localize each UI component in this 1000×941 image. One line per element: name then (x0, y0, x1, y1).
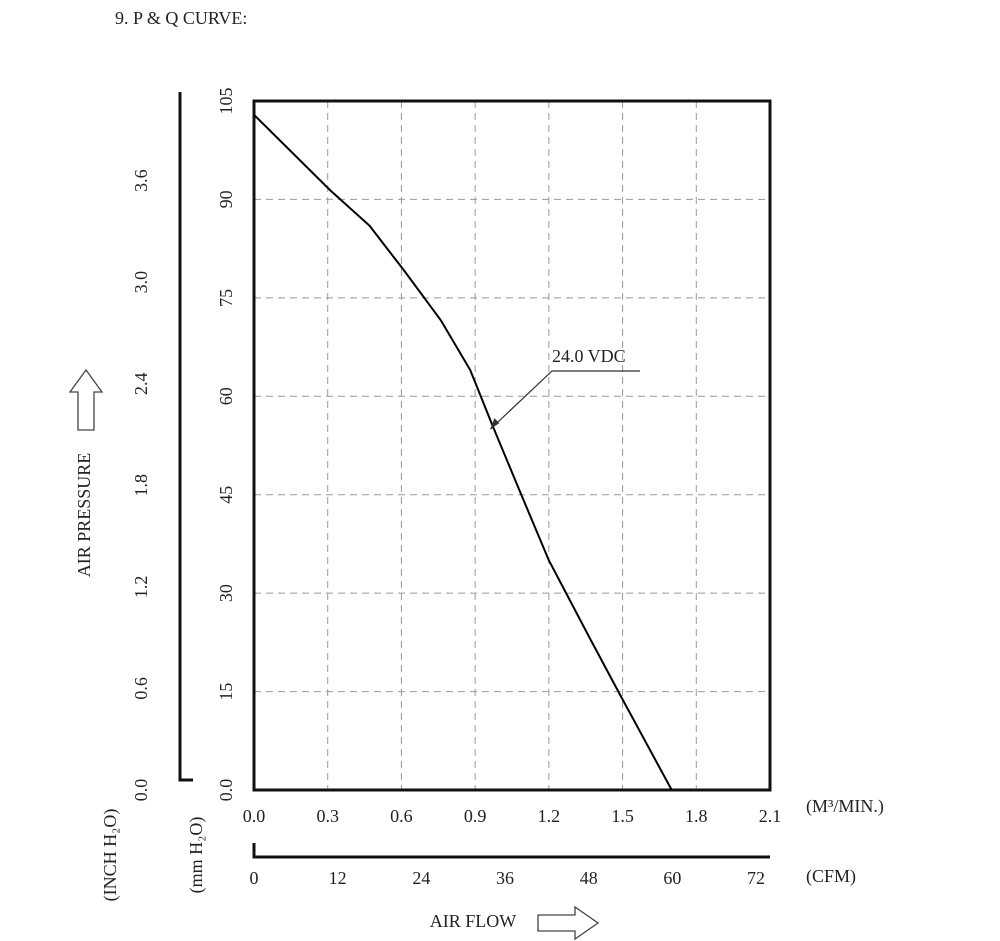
y2-tick-label: 0.0 (131, 779, 151, 802)
y-tick-label: 0.0 (216, 779, 236, 802)
y-tick-label: 45 (216, 486, 236, 504)
y-tick-label: 75 (216, 289, 236, 307)
series-annotation: 24.0 VDC (552, 346, 626, 366)
y-unit: (mm H₂O) (186, 817, 207, 894)
x2-tick-label: 48 (580, 868, 598, 888)
x-tick-label: 0.0 (243, 806, 266, 826)
y2-tick-label: 3.0 (131, 271, 151, 294)
x2-tick-label: 60 (663, 868, 681, 888)
y2-tick-label: 1.2 (131, 576, 151, 599)
x-axis-label: AIR FLOW (430, 911, 517, 931)
y2-tick-label: 2.4 (131, 372, 151, 395)
chart-title: 9. P & Q CURVE: (115, 8, 247, 28)
x-unit: (M³/MIN.) (806, 796, 884, 817)
x2-tick-label: 36 (496, 868, 514, 888)
annotation-arrowhead (490, 418, 500, 430)
y2-tick-label: 0.6 (131, 677, 151, 700)
y-axis-label: AIR PRESSURE (74, 453, 94, 578)
annotation-leader (489, 370, 640, 430)
y-tick-label: 60 (216, 387, 236, 405)
x-tick-label: 2.1 (759, 806, 782, 826)
up-arrow (68, 368, 104, 431)
x2-tick-label: 24 (412, 868, 430, 888)
y2-tick-label: 1.8 (131, 474, 151, 497)
y2-axis-line (178, 92, 193, 782)
y-tick-label: 30 (216, 584, 236, 602)
x-tick-label: 1.5 (611, 806, 634, 826)
y2-unit: (INCH H₂O) (100, 809, 121, 902)
y2-tick-label: 3.6 (131, 169, 151, 192)
y-tick-label: 15 (216, 683, 236, 701)
y-tick-label: 90 (216, 190, 236, 208)
x-tick-label: 0.9 (464, 806, 487, 826)
plot-frame (252, 99, 772, 792)
x-tick-label: 0.6 (390, 806, 413, 826)
x2-axis-line (252, 843, 770, 859)
x-tick-label: 1.8 (685, 806, 708, 826)
x2-tick-label: 0 (250, 868, 259, 888)
x2-tick-label: 12 (329, 868, 347, 888)
x-tick-label: 1.2 (538, 806, 561, 826)
x-tick-label: 0.3 (316, 806, 339, 826)
x2-tick-label: 72 (747, 868, 765, 888)
pq-curve (253, 114, 673, 791)
right-arrow (537, 905, 600, 941)
y-tick-label: 105 (216, 88, 236, 115)
x2-unit: (CFM) (806, 866, 856, 887)
